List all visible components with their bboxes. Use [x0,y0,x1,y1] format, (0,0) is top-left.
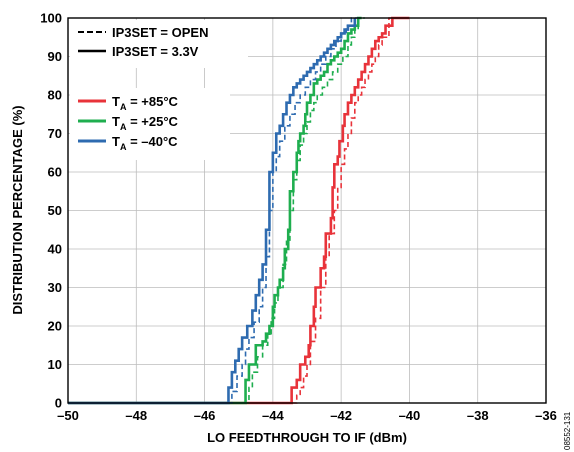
y-tick-label: 10 [48,357,62,372]
y-tick-label: 0 [55,396,62,411]
legend-label: IP3SET = 3.3V [112,44,199,59]
series-line [68,16,410,405]
x-tick-label: –38 [467,408,489,423]
y-axis-label: DISTRIBUTION PERCENTAGE (%) [10,105,25,314]
legend-label: IP3SET = OPEN [112,25,208,40]
y-tick-label: 100 [40,11,62,26]
x-tick-label: –48 [125,408,147,423]
legend-label: TA = +85°C [112,94,179,112]
y-tick-label: 70 [48,126,62,141]
x-tick-label: –42 [330,408,352,423]
y-tick-label: 30 [48,280,62,295]
y-tick-label: 80 [48,88,62,103]
y-tick-label: 20 [48,319,62,334]
series-line [68,18,357,405]
series-line [68,17,359,404]
figure-id: 08552-131 [563,411,572,450]
grid [67,17,547,404]
series-line [68,16,362,405]
x-tick-label: –46 [194,408,216,423]
x-tick-label: –40 [399,408,421,423]
legend-label: TA = –40°C [112,134,178,152]
plot-frame [67,17,547,404]
x-axis-label: LO FEEDTHROUGH TO IF (dBm) [207,430,407,445]
legend-line-style-background [70,20,248,68]
legend-line-style: IP3SET = OPEN IP3SET = 3.3V [78,25,208,59]
y-tick-label: 50 [48,203,62,218]
series-line [68,17,366,404]
x-tick-labels: –50 –48 –46 –44 –42 –40 –38 –36 [57,408,557,423]
y-tick-label: 60 [48,165,62,180]
x-tick-label: –36 [535,408,557,423]
series-line [68,17,410,404]
x-tick-label: –50 [57,408,79,423]
y-tick-label: 90 [48,49,62,64]
x-tick-label: –44 [262,408,284,423]
series-layer [68,16,410,405]
legend-label: TA = +25°C [112,114,179,132]
legend-temperature: TA = +85°C TA = +25°C TA = –40°C [78,94,179,152]
y-tick-labels: 0 10 20 30 40 50 60 70 80 90 100 [40,11,62,411]
y-tick-label: 40 [48,242,62,257]
